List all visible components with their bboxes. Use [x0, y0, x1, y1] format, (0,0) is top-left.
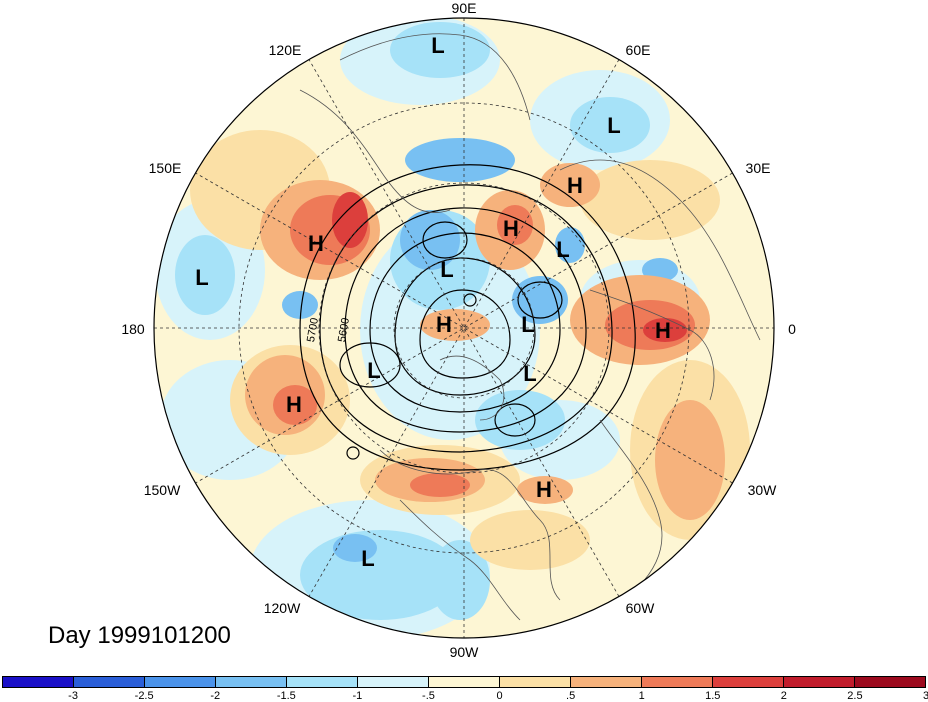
colorbar-swatch	[3, 677, 74, 687]
colorbar-tick-label: -2	[210, 690, 221, 702]
colorbar-tick-label: 3	[922, 690, 928, 702]
colorbar-swatch	[74, 677, 145, 687]
positive-anomaly-shading-core	[332, 192, 687, 342]
colorbar-swatch	[429, 677, 500, 687]
colorbar-tick-label: 1	[638, 690, 645, 702]
low-pressure-marker: L	[431, 33, 445, 58]
lon-label-30w: 30W	[747, 482, 777, 498]
day-label: Day 1999101200	[48, 622, 231, 649]
low-pressure-marker: L	[440, 257, 454, 282]
high-pressure-marker: H	[286, 392, 302, 417]
colorbar-swatch	[500, 677, 571, 687]
lon-label-180: 180	[121, 321, 145, 337]
colorbar-tick-label: 1.5	[705, 690, 721, 702]
colorbar-swatch	[855, 677, 925, 687]
map-boundary	[153, 17, 775, 639]
low-pressure-marker: L	[367, 358, 381, 383]
colorbar	[2, 676, 926, 688]
colorbar-tick-label: -2.5	[134, 690, 154, 702]
high-pressure-marker: H	[308, 231, 324, 256]
low-pressure-marker: L	[556, 237, 570, 262]
colorbar-swatch	[784, 677, 855, 687]
low-pressure-marker: L	[521, 312, 535, 337]
low-pressure-marker: L	[361, 546, 375, 571]
colorbar-tick-label: -3	[68, 690, 78, 702]
colorbar-swatch	[287, 677, 358, 687]
lon-label-90w: 90W	[449, 644, 479, 660]
high-pressure-marker: H	[503, 216, 519, 241]
lon-label-150e: 150E	[148, 160, 182, 176]
lon-label-60w: 60W	[625, 600, 655, 616]
high-pressure-marker: H	[567, 173, 583, 198]
lon-label-150w: 150W	[143, 482, 181, 498]
lon-label-90e: 90E	[451, 0, 477, 16]
colorbar-tick-label: -.5	[422, 690, 435, 702]
colorbar-tick-label: 2.5	[847, 690, 863, 702]
lon-label-120e: 120E	[268, 42, 302, 58]
low-pressure-marker: L	[523, 361, 537, 386]
lon-label-60e: 60E	[625, 42, 651, 58]
colorbar-tick-label: .5	[566, 690, 576, 702]
colorbar-tick-label: -1.5	[276, 690, 296, 702]
lon-label-120w: 120W	[263, 600, 301, 616]
colorbar-tick-label: -1	[352, 690, 363, 702]
colorbar-swatch	[642, 677, 713, 687]
colorbar-swatch	[358, 677, 429, 687]
high-pressure-marker: H	[536, 477, 552, 502]
colorbar-tick-label: 0	[496, 690, 503, 702]
colorbar-swatch	[145, 677, 216, 687]
colorbar-tick-label: 2	[780, 690, 787, 702]
lon-label-0: 0	[788, 321, 796, 337]
colorbar-swatch	[713, 677, 784, 687]
high-pressure-marker: H	[436, 312, 452, 337]
high-pressure-marker: H	[655, 318, 671, 343]
colorbar-swatch	[216, 677, 287, 687]
longitude-lines	[154, 18, 774, 638]
low-pressure-marker: L	[195, 265, 209, 290]
low-pressure-marker: L	[607, 113, 621, 138]
colorbar-swatch	[571, 677, 642, 687]
lon-label-30e: 30E	[745, 160, 771, 176]
negative-anomaly-shading-core	[282, 138, 678, 562]
